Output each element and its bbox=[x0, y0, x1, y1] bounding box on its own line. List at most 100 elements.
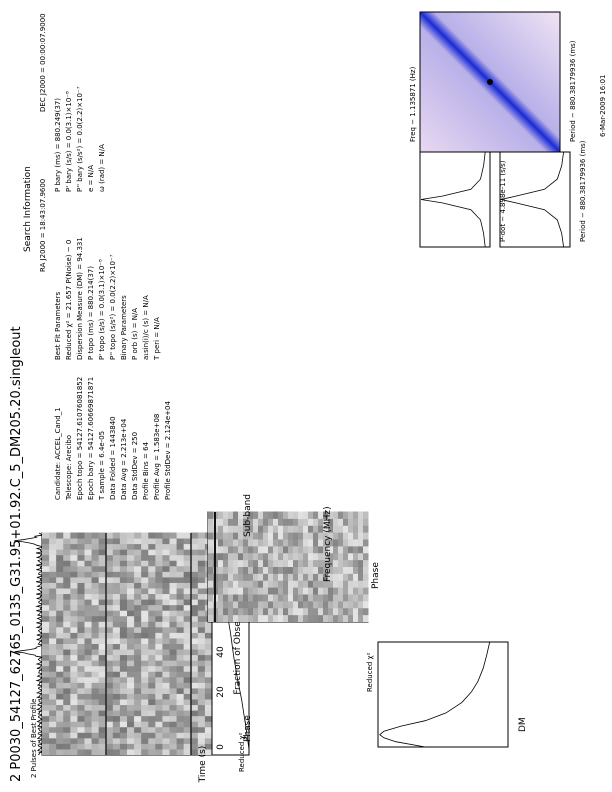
time-phase-cell bbox=[134, 593, 142, 600]
info-line: P'' topo (s/s²) = 0.0(2.2)×10⁻⁷ bbox=[109, 254, 117, 360]
time-phase-cell bbox=[155, 721, 163, 728]
time-phase-cell bbox=[169, 748, 178, 755]
subband-cell bbox=[228, 580, 234, 588]
time-phase-cell bbox=[204, 699, 213, 706]
time-phase-cell bbox=[42, 699, 50, 706]
time-phase-cell bbox=[162, 721, 171, 728]
subband-cell bbox=[293, 539, 299, 547]
time-phase-cell bbox=[141, 571, 149, 578]
time-phase-cell bbox=[141, 726, 149, 733]
time-phase-cell bbox=[119, 554, 128, 561]
time-phase-cell bbox=[119, 621, 128, 628]
time-phase-cell bbox=[84, 643, 93, 650]
subband-cell bbox=[363, 539, 369, 547]
time-phase-cell bbox=[84, 588, 93, 595]
time-phase-cell bbox=[190, 699, 199, 706]
time-phase-cell bbox=[91, 604, 100, 611]
time-phase-cell bbox=[112, 565, 121, 572]
subband-cell bbox=[273, 566, 279, 574]
time-phase-cell bbox=[134, 543, 142, 550]
time-phase-cell bbox=[98, 699, 107, 706]
subband-cell bbox=[208, 559, 214, 567]
time-phase-cell bbox=[105, 687, 114, 694]
subband-cell bbox=[263, 566, 269, 574]
time-phase-cell bbox=[105, 710, 114, 717]
subband-cell bbox=[323, 573, 329, 581]
subband-cell bbox=[303, 600, 309, 609]
subband-cell bbox=[253, 607, 259, 616]
time-phase-cell bbox=[84, 543, 93, 550]
time-phase-cell bbox=[197, 748, 206, 755]
subband-cell bbox=[268, 587, 274, 595]
time-phase-cell bbox=[70, 543, 78, 550]
time-phase-cell bbox=[134, 571, 142, 578]
time-phase-cell bbox=[197, 687, 206, 694]
time-phase-cell bbox=[197, 582, 206, 589]
subband-cell bbox=[308, 587, 314, 595]
subband-cell bbox=[278, 614, 284, 622]
time-phase-cell bbox=[42, 543, 50, 550]
time-phase-cell bbox=[56, 554, 64, 561]
subband-cell bbox=[218, 580, 224, 588]
subband-cell bbox=[343, 539, 349, 547]
time-phase-cell bbox=[155, 549, 163, 556]
subband-cell bbox=[323, 607, 329, 616]
time-phase-cell bbox=[204, 637, 213, 644]
subband-cell bbox=[308, 614, 314, 622]
time-phase-cell bbox=[190, 715, 199, 722]
time-phase-cell bbox=[42, 682, 50, 689]
subband-cell bbox=[328, 511, 334, 519]
time-phase-cell bbox=[70, 732, 78, 739]
subband-cell bbox=[328, 539, 334, 547]
time-phase-cell bbox=[169, 588, 178, 595]
subband-cell bbox=[333, 511, 339, 519]
time-phase-cell bbox=[70, 660, 78, 667]
subband-cell bbox=[323, 525, 329, 533]
subband-cell bbox=[208, 573, 214, 581]
time-phase-cell bbox=[169, 737, 178, 744]
time-phase-cell bbox=[91, 654, 100, 661]
time-phase-cell bbox=[148, 699, 156, 706]
time-phase-cell bbox=[91, 532, 100, 539]
subband-cell bbox=[248, 559, 254, 567]
time-phase-cell bbox=[204, 732, 213, 739]
time-phase-cell bbox=[148, 599, 156, 606]
time-phase-cell bbox=[190, 743, 199, 750]
time-phase-cell bbox=[127, 565, 135, 572]
subband-cell bbox=[343, 559, 349, 567]
subband-cell bbox=[263, 518, 269, 526]
time-phase-cell bbox=[127, 649, 135, 656]
time-phase-cell bbox=[112, 676, 121, 683]
time-phase-cell bbox=[98, 593, 107, 600]
time-phase-cell bbox=[176, 643, 185, 650]
subband-cell bbox=[258, 511, 264, 519]
time-axis-title: Time (s) bbox=[198, 746, 208, 784]
subband-cell bbox=[303, 580, 309, 588]
time-phase-cell bbox=[183, 743, 192, 750]
info-block: Search Information RA J2000 = 18:43:07.9… bbox=[23, 13, 172, 501]
subband-cell bbox=[268, 518, 274, 526]
time-phase-cell bbox=[63, 571, 71, 578]
time-phase-cell bbox=[155, 748, 163, 755]
subband-cell bbox=[218, 573, 224, 581]
time-phase-cell bbox=[70, 621, 78, 628]
time-phase-cell bbox=[42, 632, 50, 639]
time-phase-cell bbox=[183, 748, 192, 755]
pdot-chi-panel: P-dot − 4.898e-11 (s/s) bbox=[419, 151, 507, 248]
time-phase-cell bbox=[162, 593, 171, 600]
time-phase-cell bbox=[70, 599, 78, 606]
time-phase-cell bbox=[84, 637, 93, 644]
subband-cell bbox=[343, 532, 349, 540]
time-phase-cell bbox=[141, 676, 149, 683]
subband-cell bbox=[348, 511, 354, 519]
subband-cell bbox=[253, 559, 259, 567]
subband-cell bbox=[283, 552, 289, 561]
subband-cell bbox=[233, 532, 239, 540]
time-phase-cell bbox=[91, 726, 100, 733]
time-phase-cell bbox=[127, 743, 135, 750]
time-phase-cell bbox=[162, 610, 171, 617]
subband-cell bbox=[313, 525, 319, 533]
time-phase-cell bbox=[49, 532, 57, 539]
subband-cell bbox=[358, 594, 364, 602]
subband-cell bbox=[338, 614, 344, 622]
